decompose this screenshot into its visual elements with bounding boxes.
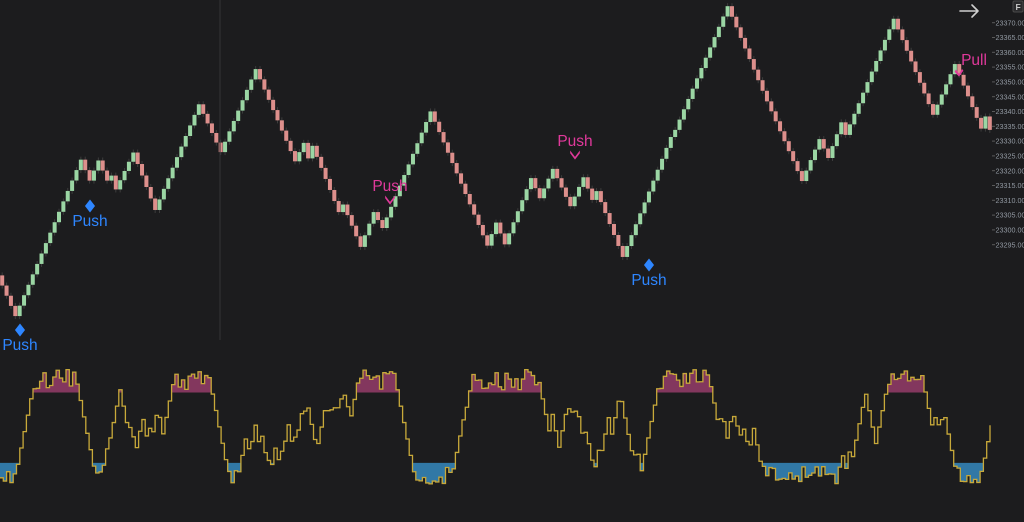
svg-text:23350.00: 23350.00 xyxy=(996,78,1024,87)
svg-text:23320.00: 23320.00 xyxy=(996,166,1024,175)
svg-text:23340.00: 23340.00 xyxy=(996,107,1024,116)
svg-text:23355.00: 23355.00 xyxy=(996,63,1024,72)
svg-text:23335.00: 23335.00 xyxy=(996,122,1024,131)
svg-text:23360.00: 23360.00 xyxy=(996,48,1024,57)
svg-text:23365.00: 23365.00 xyxy=(996,33,1024,42)
svg-text:23330.00: 23330.00 xyxy=(996,137,1024,146)
svg-text:23325.00: 23325.00 xyxy=(996,152,1024,161)
svg-text:23370.00: 23370.00 xyxy=(996,18,1024,27)
svg-text:23305.00: 23305.00 xyxy=(996,211,1024,220)
svg-text:23300.00: 23300.00 xyxy=(996,226,1024,235)
svg-text:23345.00: 23345.00 xyxy=(996,92,1024,101)
svg-text:23295.00: 23295.00 xyxy=(996,240,1024,249)
svg-text:23315.00: 23315.00 xyxy=(996,181,1024,190)
svg-text:23310.00: 23310.00 xyxy=(996,196,1024,205)
